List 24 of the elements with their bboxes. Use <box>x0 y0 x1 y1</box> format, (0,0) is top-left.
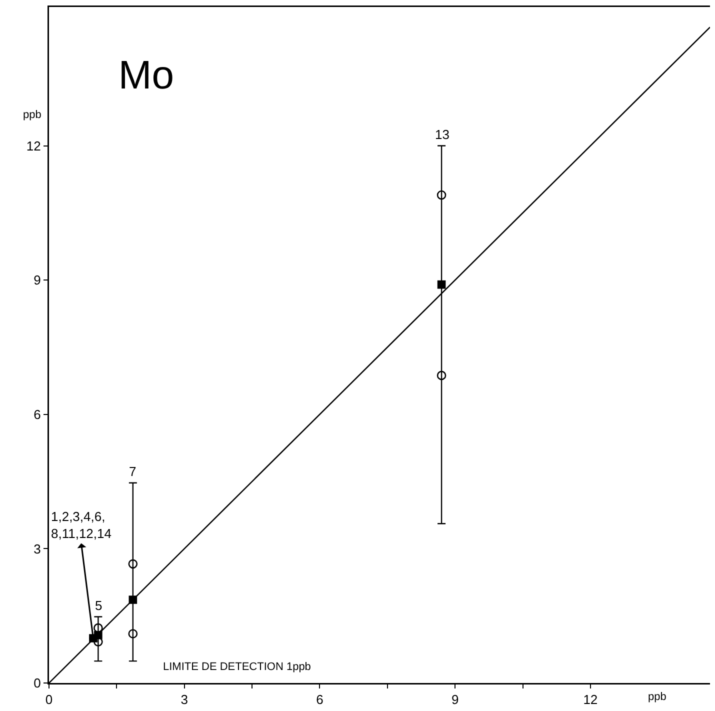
point <box>437 280 446 289</box>
point <box>436 190 446 200</box>
point <box>128 629 138 638</box>
y-tick-label: 0 <box>34 676 41 691</box>
text: Mo <box>118 54 174 98</box>
annotation: LIMITE DE DETECTION 1ppb <box>163 661 311 673</box>
y-tick-label: 3 <box>34 541 41 556</box>
x-tick-label: 12 <box>583 692 598 708</box>
x-tick-label: 0 <box>45 692 53 708</box>
x-tick-label: 6 <box>316 692 324 708</box>
x-tick-label: 9 <box>451 692 459 708</box>
y-tick-label: 12 <box>26 138 41 154</box>
point <box>128 596 138 604</box>
y-axis-title: ppb <box>23 109 42 121</box>
x-axis-title: ppb <box>648 691 666 703</box>
annotation: 1,2,3,4,6, 8,11,12,14 <box>51 509 112 541</box>
y-tick-label: 6 <box>34 406 41 422</box>
annotation: 13 <box>435 127 450 142</box>
point <box>436 370 446 380</box>
x-tick-label: 3 <box>180 692 188 708</box>
y-tick-label: 9 <box>34 272 41 288</box>
annotation: 5 <box>95 598 102 613</box>
annotation: 7 <box>129 464 136 479</box>
point <box>128 559 138 569</box>
